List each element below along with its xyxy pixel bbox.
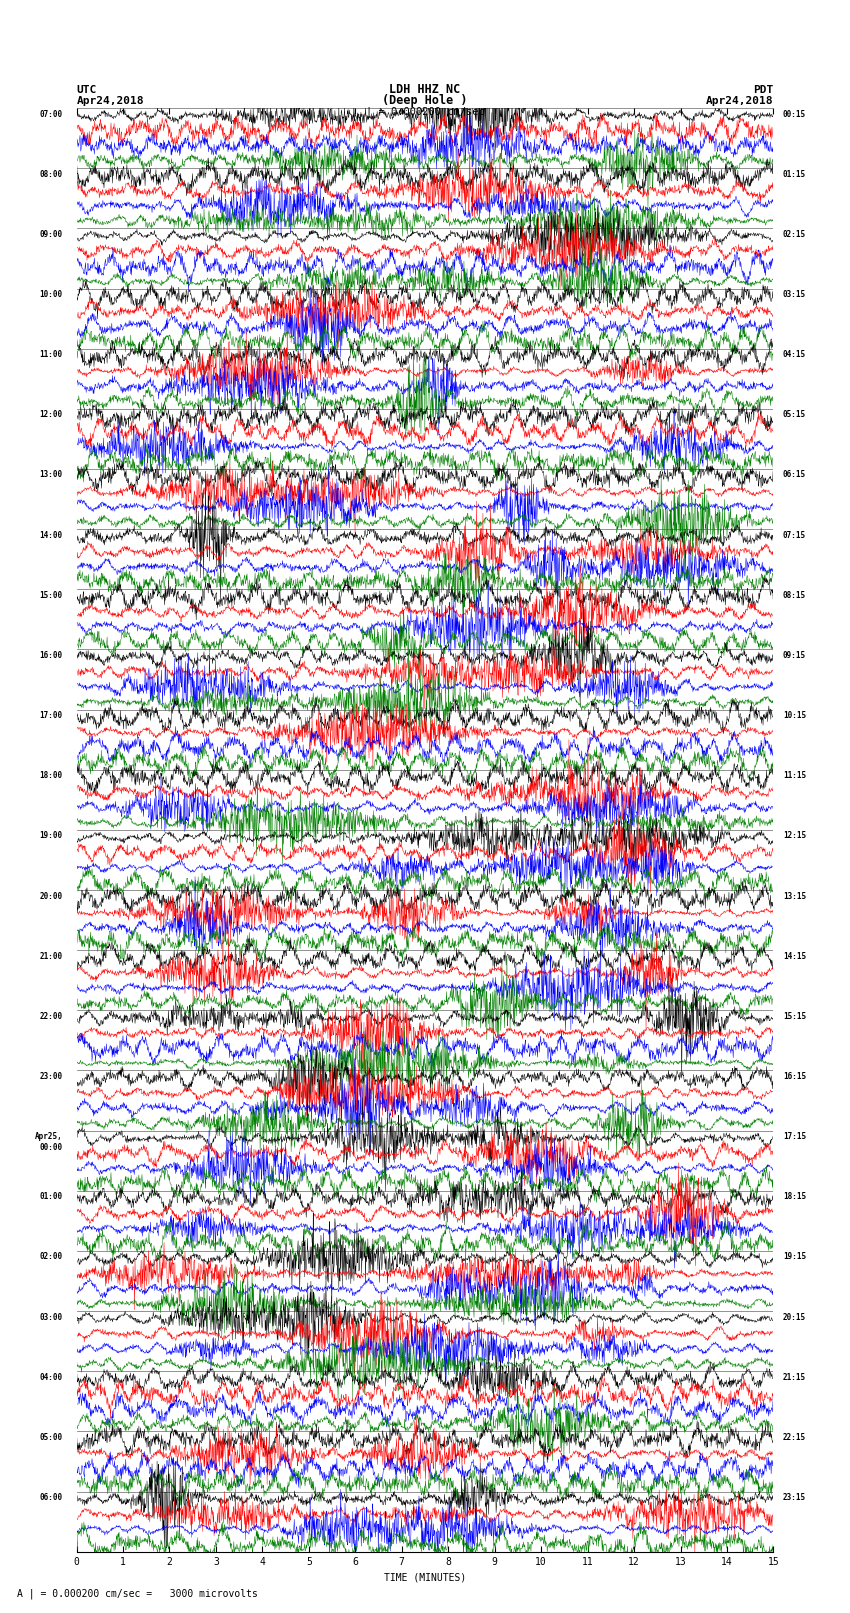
Text: 17:15: 17:15 [783,1132,806,1140]
Text: 16:00: 16:00 [39,652,63,660]
Text: 18:15: 18:15 [783,1192,806,1202]
Text: A | = 0.000200 cm/sec =   3000 microvolts: A | = 0.000200 cm/sec = 3000 microvolts [17,1589,258,1598]
Text: 02:15: 02:15 [783,231,806,239]
Text: 03:15: 03:15 [783,290,806,298]
Text: 21:00: 21:00 [39,952,63,961]
Text: 00:15: 00:15 [783,110,806,119]
Text: 11:00: 11:00 [39,350,63,360]
Text: 20:15: 20:15 [783,1313,806,1321]
Text: 23:15: 23:15 [783,1494,806,1502]
Text: 15:00: 15:00 [39,590,63,600]
Text: 19:15: 19:15 [783,1252,806,1261]
Text: 12:00: 12:00 [39,410,63,419]
Text: 15:15: 15:15 [783,1011,806,1021]
Text: 20:00: 20:00 [39,892,63,900]
Text: Apr25,: Apr25, [35,1132,63,1140]
Text: 10:00: 10:00 [39,290,63,298]
Text: 03:00: 03:00 [39,1313,63,1321]
Text: 14:15: 14:15 [783,952,806,961]
Text: 10:15: 10:15 [783,711,806,719]
Text: 18:00: 18:00 [39,771,63,781]
Text: 22:15: 22:15 [783,1432,806,1442]
Text: 05:00: 05:00 [39,1432,63,1442]
Text: (Deep Hole ): (Deep Hole ) [382,94,468,108]
Text: 01:15: 01:15 [783,169,806,179]
Text: 04:15: 04:15 [783,350,806,360]
Text: | = 0.000200 cm/sec: | = 0.000200 cm/sec [366,106,484,118]
Text: 08:00: 08:00 [39,169,63,179]
Text: Apr24,2018: Apr24,2018 [76,95,144,106]
Text: 07:00: 07:00 [39,110,63,119]
Text: 11:15: 11:15 [783,771,806,781]
Text: UTC: UTC [76,84,97,95]
Text: 13:15: 13:15 [783,892,806,900]
Text: 02:00: 02:00 [39,1252,63,1261]
Text: 09:15: 09:15 [783,652,806,660]
Text: Apr24,2018: Apr24,2018 [706,95,774,106]
Text: 06:00: 06:00 [39,1494,63,1502]
Text: 09:00: 09:00 [39,231,63,239]
Text: 00:00: 00:00 [39,1142,63,1152]
Text: 17:00: 17:00 [39,711,63,719]
Text: 05:15: 05:15 [783,410,806,419]
Text: 01:00: 01:00 [39,1192,63,1202]
Text: 12:15: 12:15 [783,831,806,840]
Text: 23:00: 23:00 [39,1073,63,1081]
Text: 19:00: 19:00 [39,831,63,840]
Text: 06:15: 06:15 [783,471,806,479]
Text: 21:15: 21:15 [783,1373,806,1382]
Text: PDT: PDT [753,84,774,95]
Text: 16:15: 16:15 [783,1073,806,1081]
Text: 22:00: 22:00 [39,1011,63,1021]
Text: 08:15: 08:15 [783,590,806,600]
Text: 07:15: 07:15 [783,531,806,540]
Text: LDH HHZ NC: LDH HHZ NC [389,82,461,97]
Text: 14:00: 14:00 [39,531,63,540]
Text: 04:00: 04:00 [39,1373,63,1382]
X-axis label: TIME (MINUTES): TIME (MINUTES) [384,1573,466,1582]
Text: 13:00: 13:00 [39,471,63,479]
